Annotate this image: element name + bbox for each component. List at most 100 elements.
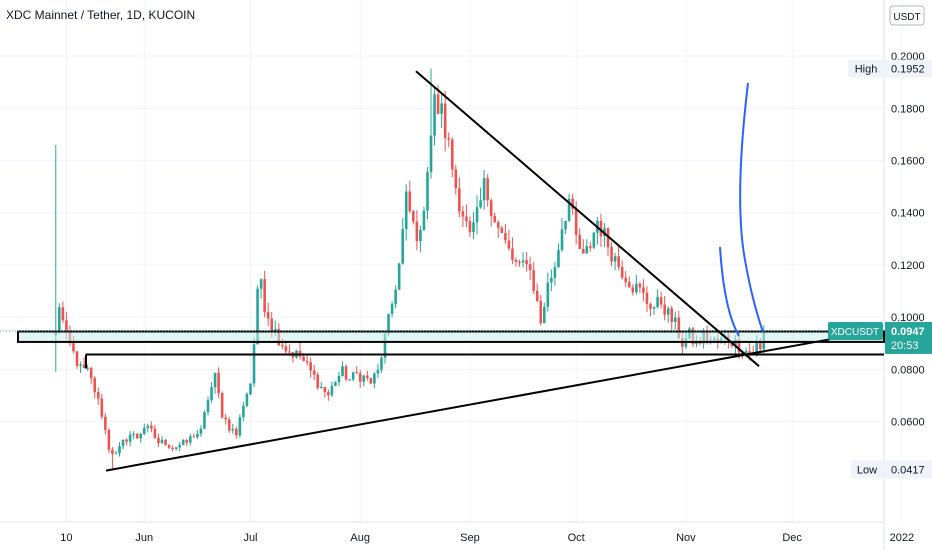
candle-body bbox=[118, 446, 121, 454]
candle-body bbox=[355, 372, 358, 374]
candle-body bbox=[327, 392, 330, 396]
candle-body bbox=[114, 453, 118, 455]
candle-body bbox=[100, 398, 104, 417]
candle-body bbox=[337, 375, 341, 383]
candle-body bbox=[698, 342, 702, 344]
candle-body bbox=[574, 208, 578, 235]
candle-body bbox=[419, 229, 422, 242]
candle-body bbox=[440, 103, 443, 114]
candle-body bbox=[677, 317, 681, 339]
candle-body bbox=[564, 220, 567, 230]
candle-body bbox=[546, 282, 550, 307]
projection-curve-long bbox=[739, 82, 764, 333]
candle-body bbox=[390, 304, 394, 314]
candle-body bbox=[557, 250, 560, 268]
candle-body bbox=[358, 373, 362, 382]
candle-body bbox=[758, 343, 762, 350]
candle-body bbox=[238, 417, 242, 436]
candle-body bbox=[323, 386, 327, 393]
candle-body bbox=[521, 260, 525, 263]
currency-button[interactable] bbox=[889, 5, 925, 26]
candle-body bbox=[585, 246, 589, 254]
candle-body bbox=[443, 103, 447, 138]
candle-body bbox=[670, 308, 674, 323]
candle-body bbox=[341, 366, 344, 376]
projection-curve-short bbox=[719, 246, 740, 337]
candle-body bbox=[366, 375, 369, 378]
candle-body bbox=[86, 367, 89, 369]
candle-body bbox=[164, 439, 167, 446]
candle-body bbox=[189, 436, 192, 443]
candle-body bbox=[96, 392, 100, 399]
candle-body bbox=[330, 385, 334, 396]
y-tick-label: 0.1200 bbox=[891, 260, 925, 272]
candle-body bbox=[426, 172, 429, 211]
candle-body bbox=[592, 232, 596, 248]
candle-body bbox=[553, 267, 557, 278]
candle-body bbox=[178, 444, 181, 448]
candle-body bbox=[167, 445, 171, 448]
candle-body bbox=[125, 439, 128, 442]
candle-body bbox=[695, 342, 698, 345]
candle-body bbox=[142, 427, 146, 434]
candle-body bbox=[160, 439, 164, 443]
candle-body bbox=[174, 447, 178, 450]
candle-body bbox=[627, 282, 631, 288]
high-value: 0.1952 bbox=[891, 64, 925, 76]
candle-body bbox=[185, 439, 189, 443]
candle-body bbox=[458, 188, 461, 212]
candle-body bbox=[316, 374, 320, 389]
candle-body bbox=[242, 405, 245, 418]
candle-body bbox=[305, 360, 309, 363]
candle-body bbox=[514, 259, 518, 262]
low-tag-box bbox=[851, 460, 884, 479]
y-tick-label: 0.0600 bbox=[891, 417, 925, 429]
candle-body bbox=[227, 419, 231, 431]
candle-body bbox=[181, 439, 185, 445]
symbol-tag: XDCUSDT bbox=[831, 327, 879, 338]
candle-body bbox=[93, 378, 97, 393]
candle-body bbox=[281, 345, 284, 347]
candle-body bbox=[744, 351, 748, 354]
candle-body bbox=[128, 434, 132, 442]
candle-body bbox=[348, 379, 351, 381]
candle-body bbox=[666, 308, 670, 315]
candle-body bbox=[475, 207, 479, 223]
candle-body bbox=[649, 303, 652, 309]
candle-body bbox=[620, 266, 624, 278]
candle-body bbox=[132, 433, 135, 435]
candle-body bbox=[539, 300, 543, 324]
candle-body bbox=[157, 437, 160, 443]
candle-body bbox=[89, 367, 93, 379]
candle-body bbox=[79, 364, 82, 366]
candle-body bbox=[203, 412, 206, 429]
candle-body bbox=[465, 216, 468, 222]
candle-body bbox=[288, 351, 291, 353]
candle-body bbox=[111, 449, 114, 454]
candle-body bbox=[461, 211, 465, 217]
candle-body bbox=[312, 370, 316, 375]
candle-body bbox=[511, 248, 514, 260]
candle-body bbox=[362, 375, 366, 382]
candle-body bbox=[171, 447, 174, 450]
candle-body bbox=[376, 369, 380, 374]
candle-body bbox=[344, 366, 348, 380]
candle-body bbox=[383, 333, 387, 358]
descending-trendline bbox=[415, 70, 760, 367]
x-tick-label: Nov bbox=[676, 532, 696, 544]
candle-body bbox=[532, 270, 535, 291]
candle-body bbox=[373, 373, 376, 384]
candle-body bbox=[642, 287, 645, 293]
candle-body bbox=[252, 344, 256, 384]
x-tick-label: 2022 bbox=[890, 532, 914, 544]
candle-body bbox=[199, 428, 203, 434]
candle-body bbox=[518, 261, 521, 263]
candle-body bbox=[412, 211, 415, 222]
candle-body bbox=[486, 178, 489, 201]
candle-body bbox=[266, 311, 270, 319]
candle-body bbox=[450, 139, 454, 170]
candle-body bbox=[493, 215, 497, 223]
candle-body bbox=[482, 178, 486, 201]
